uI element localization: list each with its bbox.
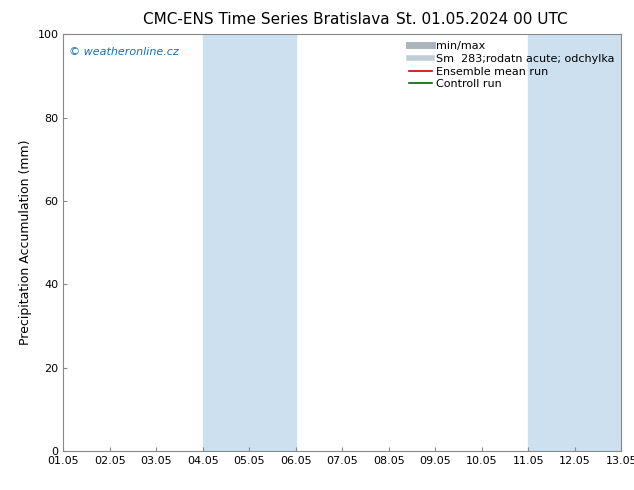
Y-axis label: Precipitation Accumulation (mm): Precipitation Accumulation (mm)	[19, 140, 32, 345]
Text: St. 01.05.2024 00 UTC: St. 01.05.2024 00 UTC	[396, 12, 567, 27]
Legend: min/max, Sm  283;rodatn acute; odchylka, Ensemble mean run, Controll run: min/max, Sm 283;rodatn acute; odchylka, …	[406, 38, 618, 93]
Text: CMC-ENS Time Series Bratislava: CMC-ENS Time Series Bratislava	[143, 12, 389, 27]
Text: © weatheronline.cz: © weatheronline.cz	[69, 47, 179, 57]
Bar	[528, 34, 621, 451]
Bar	[203, 34, 296, 451]
